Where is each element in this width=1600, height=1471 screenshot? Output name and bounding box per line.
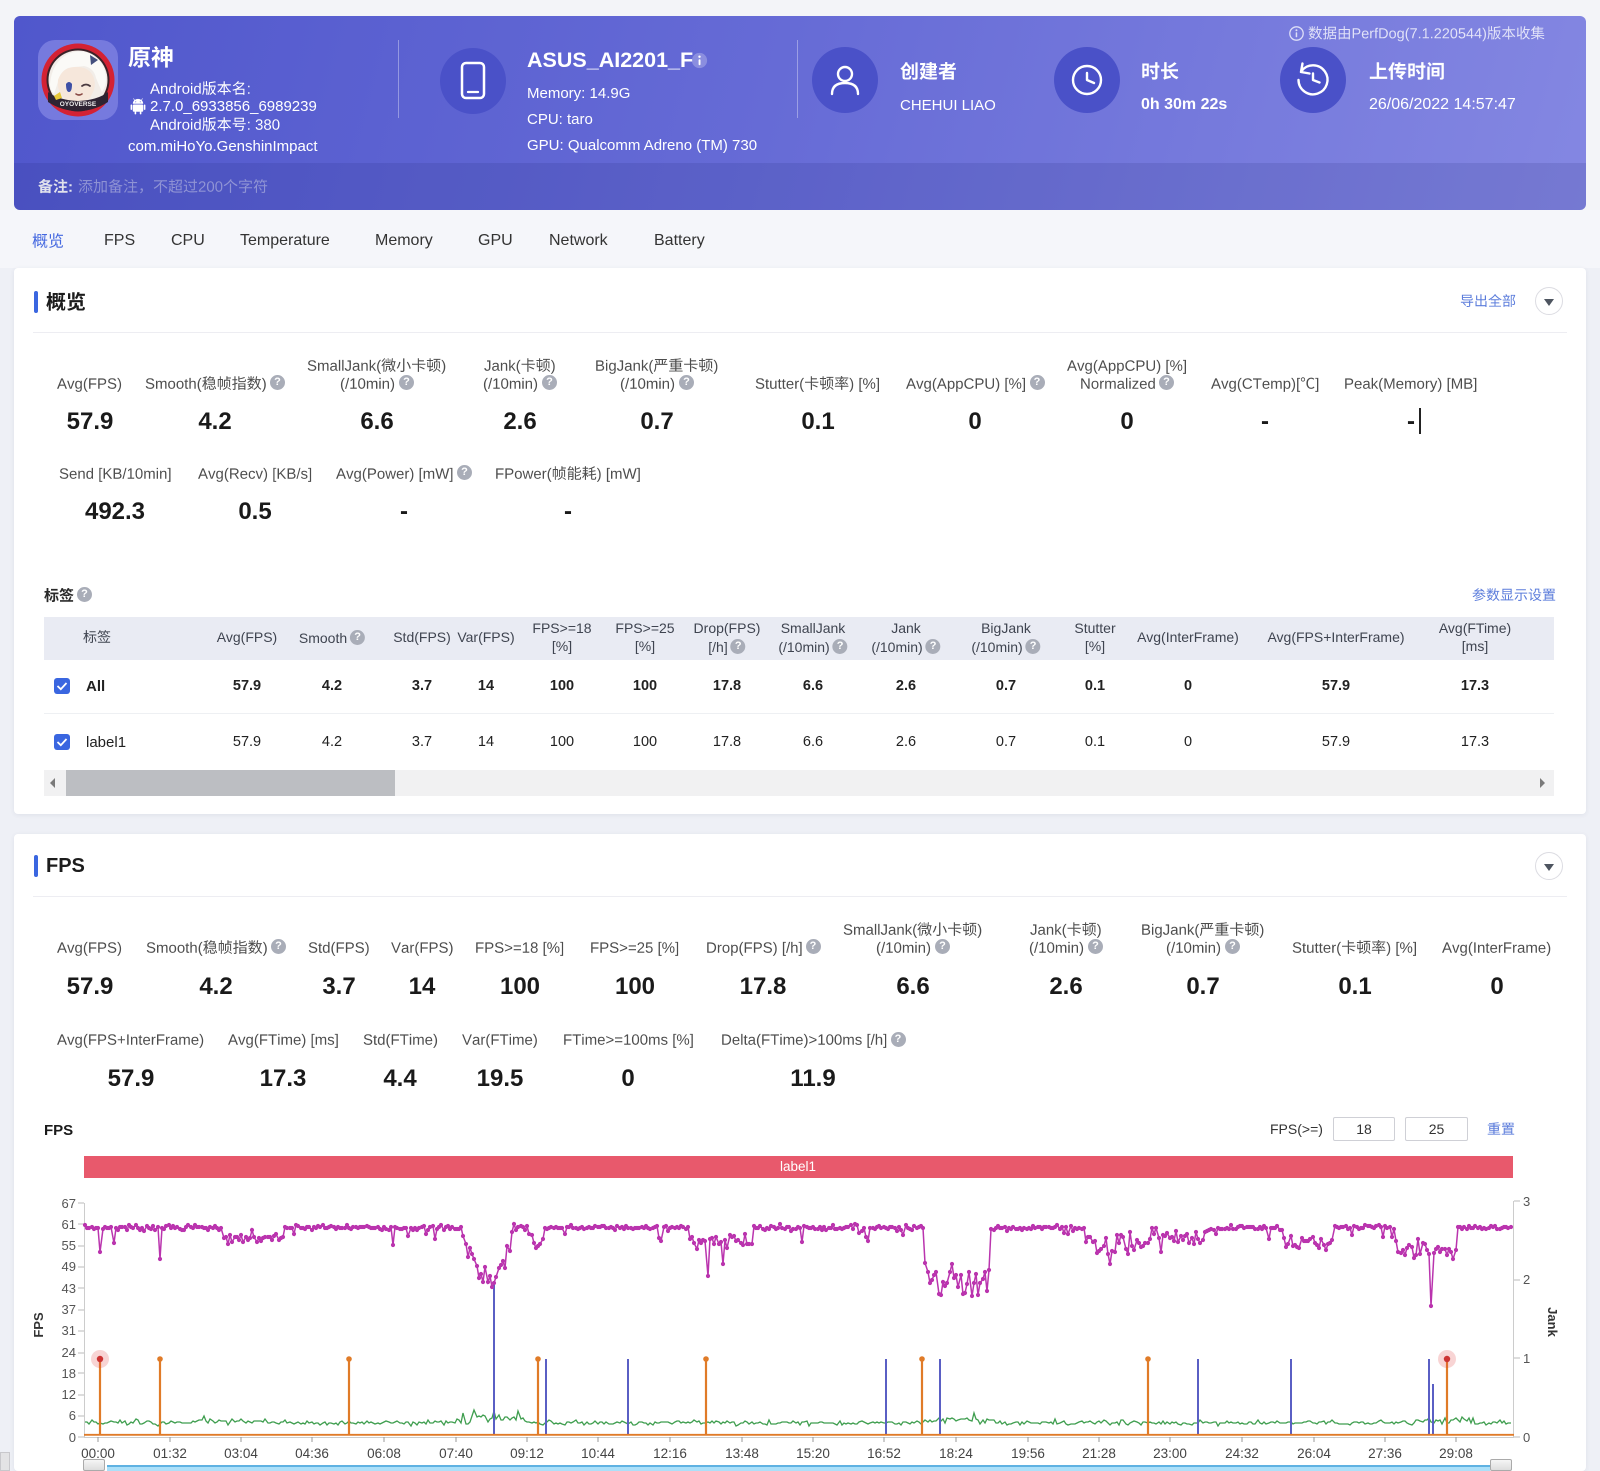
svg-text:24: 24 xyxy=(62,1345,76,1360)
svg-text:6: 6 xyxy=(69,1408,76,1423)
svg-text:13:48: 13:48 xyxy=(725,1446,759,1461)
svg-text:12:16: 12:16 xyxy=(653,1446,687,1461)
svg-text:27:36: 27:36 xyxy=(1368,1446,1402,1461)
svg-text:3: 3 xyxy=(1523,1194,1530,1209)
svg-text:2: 2 xyxy=(1523,1272,1530,1287)
svg-text:37: 37 xyxy=(62,1302,76,1317)
svg-text:23:00: 23:00 xyxy=(1153,1446,1187,1461)
svg-text:29:08: 29:08 xyxy=(1439,1446,1473,1461)
svg-text:26:04: 26:04 xyxy=(1297,1446,1331,1461)
svg-text:OYOVERSE: OYOVERSE xyxy=(60,101,97,108)
svg-text:1: 1 xyxy=(1523,1351,1530,1366)
svg-text:21:28: 21:28 xyxy=(1082,1446,1116,1461)
svg-text:12: 12 xyxy=(62,1387,76,1402)
svg-text:07:40: 07:40 xyxy=(439,1446,473,1461)
svg-text:19:56: 19:56 xyxy=(1011,1446,1045,1461)
svg-text:0: 0 xyxy=(69,1430,76,1445)
svg-text:18:24: 18:24 xyxy=(939,1446,973,1461)
svg-text:06:08: 06:08 xyxy=(367,1446,401,1461)
svg-text:01:32: 01:32 xyxy=(153,1446,187,1461)
svg-text:18: 18 xyxy=(62,1366,76,1381)
svg-text:67: 67 xyxy=(62,1196,76,1211)
svg-text:49: 49 xyxy=(62,1259,76,1274)
svg-text:04:36: 04:36 xyxy=(295,1446,329,1461)
svg-text:15:20: 15:20 xyxy=(796,1446,830,1461)
svg-text:24:32: 24:32 xyxy=(1225,1446,1259,1461)
svg-text:Jank: Jank xyxy=(1545,1307,1560,1337)
svg-text:0: 0 xyxy=(1523,1430,1530,1445)
svg-text:03:04: 03:04 xyxy=(224,1446,258,1461)
svg-text:61: 61 xyxy=(62,1217,76,1232)
svg-text:31: 31 xyxy=(62,1323,76,1338)
svg-text:43: 43 xyxy=(62,1281,76,1296)
svg-text:09:12: 09:12 xyxy=(510,1446,544,1461)
svg-text:00:00: 00:00 xyxy=(81,1446,115,1461)
svg-text:10:44: 10:44 xyxy=(581,1446,615,1461)
svg-text:55: 55 xyxy=(62,1238,76,1253)
svg-text:FPS: FPS xyxy=(31,1312,46,1338)
svg-text:16:52: 16:52 xyxy=(867,1446,901,1461)
